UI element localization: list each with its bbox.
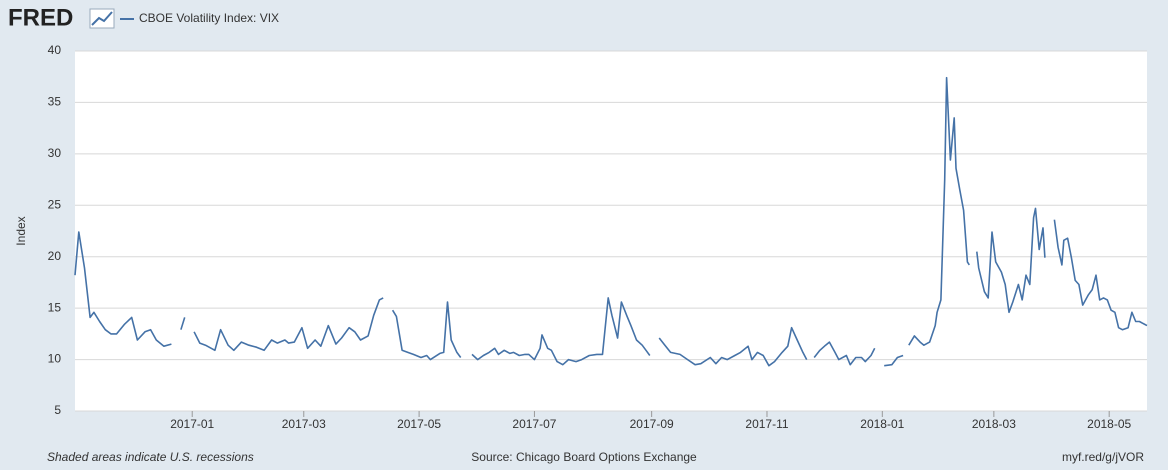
- logo-icon: [89, 8, 115, 29]
- x-tick-label: 2017-11: [745, 417, 788, 431]
- y-tick-label: 20: [48, 249, 62, 263]
- logo: FRED: [8, 4, 73, 31]
- x-tick-label: 2017-09: [630, 417, 674, 431]
- y-tick-label: 25: [48, 197, 62, 211]
- y-tick-label: 5: [54, 403, 61, 417]
- x-tick-label: 2017-05: [397, 417, 441, 431]
- plot-area: [75, 51, 1147, 411]
- y-axis-label: Index: [14, 216, 28, 245]
- y-tick-label: 10: [48, 352, 62, 366]
- x-tick-label: 2018-01: [860, 417, 904, 431]
- x-tick-label: 2017-01: [170, 417, 214, 431]
- x-tick-label: 2017-07: [512, 417, 556, 431]
- source: Source: Chicago Board Options Exchange: [471, 450, 697, 464]
- x-tick-label: 2018-03: [972, 417, 1016, 431]
- x-tick-label: 2017-03: [282, 417, 326, 431]
- y-tick-label: 15: [48, 300, 62, 314]
- legend-label: CBOE Volatility Index: VIX: [139, 11, 279, 25]
- x-tick-label: 2018-05: [1087, 417, 1131, 431]
- note: Shaded areas indicate U.S. recessions: [47, 450, 254, 464]
- line-series: [74, 76, 1148, 367]
- y-tick-label: 40: [48, 43, 62, 57]
- link[interactable]: myf.red/g/jVOR: [1062, 450, 1144, 464]
- y-tick-label: 35: [48, 95, 62, 109]
- y-tick-label: 30: [48, 146, 62, 160]
